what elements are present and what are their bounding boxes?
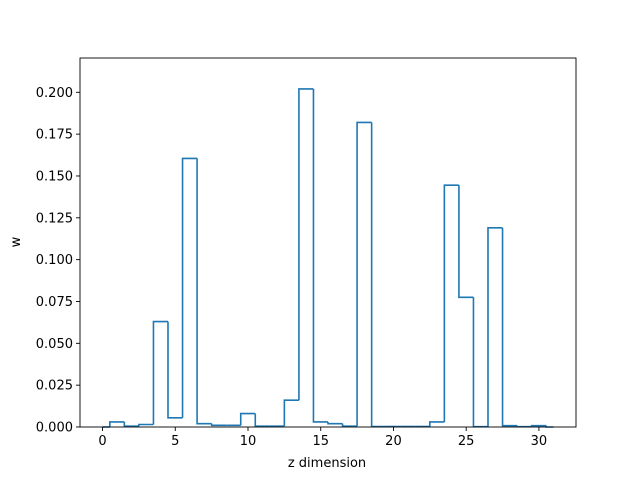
step-segment xyxy=(138,423,154,427)
step-segment xyxy=(487,227,503,427)
x-tick-label: 0 xyxy=(98,434,106,449)
step-segment xyxy=(196,158,212,425)
step-segment xyxy=(530,424,547,427)
step-segment xyxy=(356,121,372,427)
step-segment xyxy=(312,88,328,423)
step-segment xyxy=(458,185,474,299)
step-segment xyxy=(298,88,314,401)
y-tick-label: 0.075 xyxy=(36,295,73,310)
step-segment xyxy=(109,421,125,427)
x-tick-label: 20 xyxy=(385,434,402,449)
step-segment xyxy=(123,421,139,427)
step-segment xyxy=(327,421,343,425)
x-tick-label: 30 xyxy=(531,434,548,449)
x-tick-label: 5 xyxy=(171,434,179,449)
step-segment xyxy=(443,184,459,422)
x-tick-label: 15 xyxy=(312,434,329,449)
y-tick-label: 0.050 xyxy=(36,337,73,352)
step-segment xyxy=(254,413,270,427)
step-segment xyxy=(429,421,445,427)
step-segment xyxy=(501,227,518,427)
step-segment xyxy=(239,412,256,426)
step-segment xyxy=(181,157,198,418)
step-segment xyxy=(152,320,168,425)
axes: 0 5 10 15 20 25 30 0.000 0.025 0.050 0.075 0.100 0.1… xyxy=(36,57,577,449)
y-tick-label: 0.025 xyxy=(36,379,73,394)
x-tick-label: 10 xyxy=(240,434,257,449)
step-segment xyxy=(283,399,299,427)
step-segment xyxy=(210,423,227,427)
x-axis-label: z dimension xyxy=(288,456,366,471)
y-tick-label: 0.100 xyxy=(36,253,73,268)
y-tick-label: 0.000 xyxy=(36,421,73,436)
step-segment xyxy=(370,122,387,428)
y-axis-label: w xyxy=(9,236,24,247)
y-tick-label: 0.175 xyxy=(36,128,73,143)
step-segment xyxy=(341,423,358,427)
step-segment xyxy=(167,321,183,419)
y-tick-label: 0.150 xyxy=(36,169,73,184)
y-tick-label: 0.125 xyxy=(36,211,73,226)
x-tick-label: 25 xyxy=(458,434,475,449)
y-tick-label: 0.200 xyxy=(36,86,73,101)
plot-area xyxy=(102,88,554,428)
axes-frame xyxy=(79,57,577,428)
